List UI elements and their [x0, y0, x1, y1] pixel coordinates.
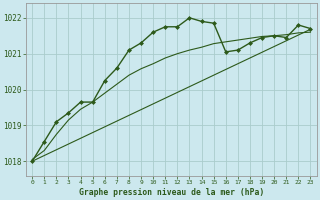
X-axis label: Graphe pression niveau de la mer (hPa): Graphe pression niveau de la mer (hPa)	[79, 188, 264, 197]
